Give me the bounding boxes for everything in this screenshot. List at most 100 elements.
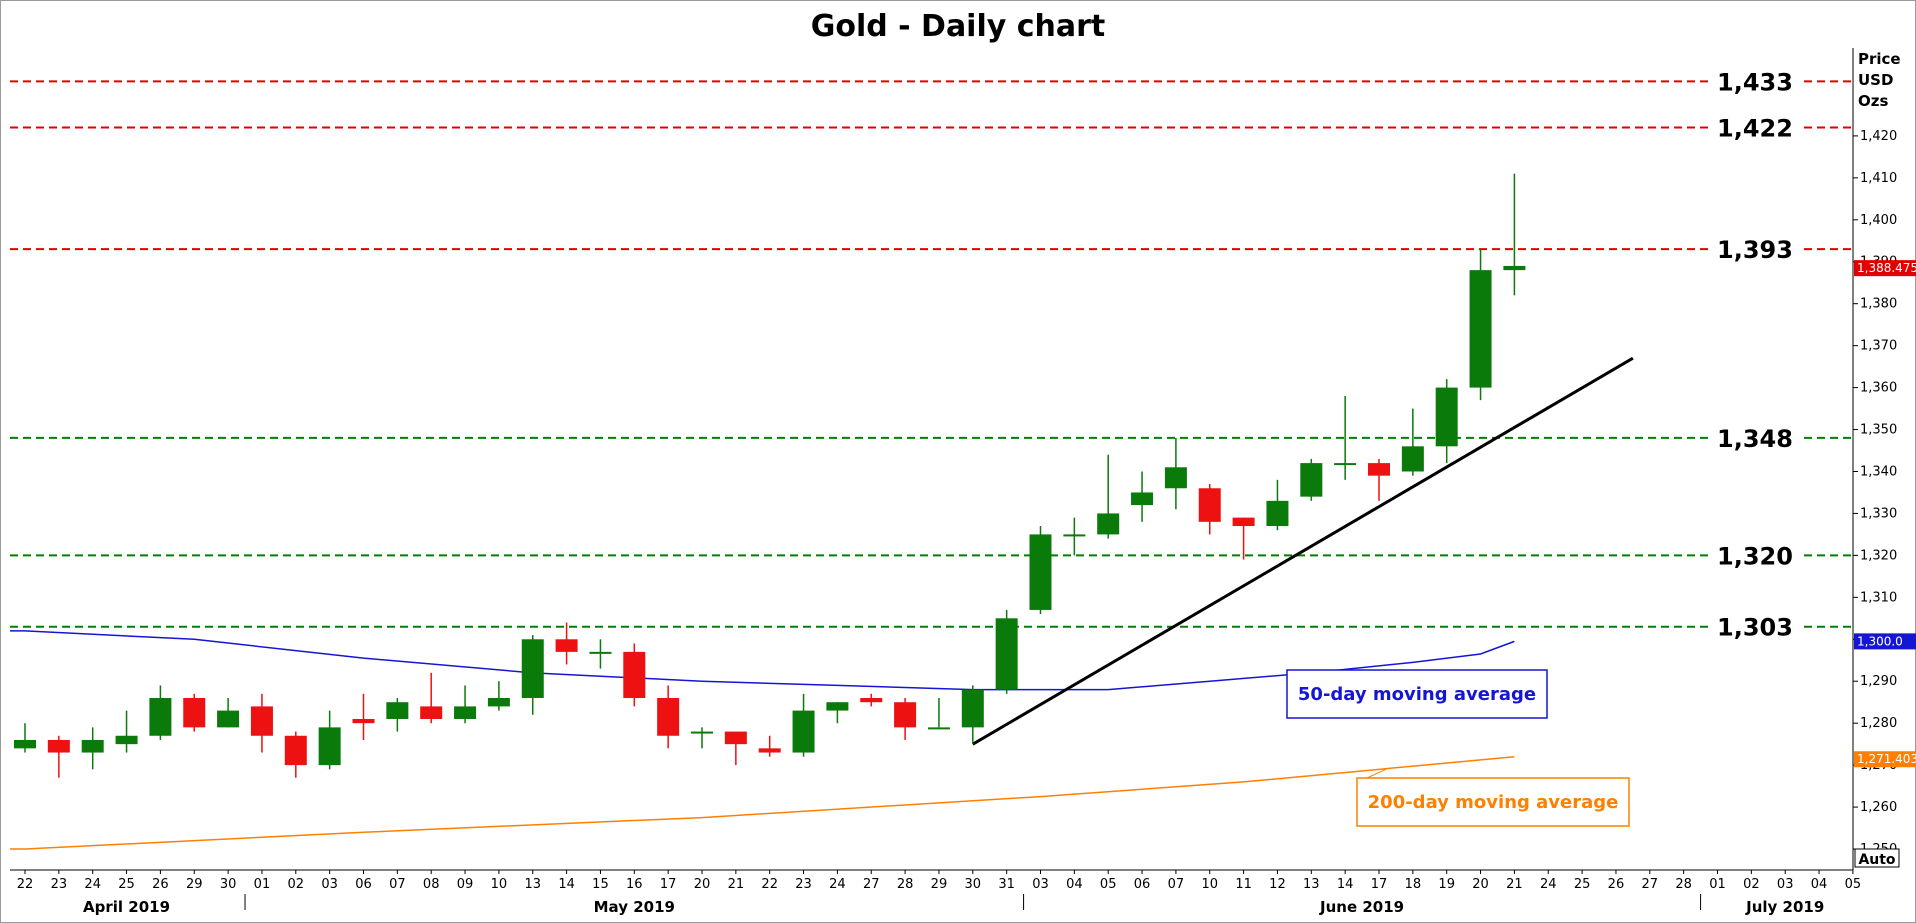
price-tag-bg <box>1854 633 1916 650</box>
candle-body <box>589 651 612 654</box>
x-tick-label: 05 <box>1845 877 1862 892</box>
x-tick-label: 22 <box>761 877 778 892</box>
x-tick-label: 23 <box>795 877 812 892</box>
x-tick-label: 01 <box>1709 877 1726 892</box>
x-tick-label: 17 <box>660 877 677 892</box>
x-tick-label: 28 <box>897 877 914 892</box>
y-tick-label: 1,320 <box>1860 548 1897 563</box>
candle-body <box>1401 446 1424 472</box>
level-label-bg <box>1710 234 1800 265</box>
level-label: 1,348 <box>1717 425 1793 453</box>
y-axis-label: Ozs <box>1858 92 1888 110</box>
candle-body <box>149 698 172 736</box>
candle-body <box>1435 387 1458 447</box>
candle-body <box>487 698 510 707</box>
y-axis-label: USD <box>1858 71 1893 89</box>
candle-body <box>81 739 104 753</box>
candle-body <box>1334 463 1357 466</box>
x-tick-label: 15 <box>592 877 609 892</box>
candle-body <box>1029 534 1052 610</box>
x-tick-label: 28 <box>1675 877 1692 892</box>
candle-body <box>183 698 206 728</box>
price-tag-label: 1,300.0 <box>1857 634 1903 648</box>
price-tags: 1,388.475 1,300.0 1,271.4031 <box>1854 260 1916 768</box>
candle-body <box>758 748 781 753</box>
price-tag-bg <box>1854 260 1916 277</box>
candle-body <box>521 639 544 699</box>
level-label-bg <box>1710 112 1800 143</box>
candle-body <box>115 735 138 745</box>
candle-body <box>14 739 36 749</box>
auto-button-label: Auto <box>1858 852 1895 868</box>
level-label: 1,422 <box>1717 115 1793 143</box>
x-tick-label: 30 <box>220 877 237 892</box>
y-tick-label: 1,360 <box>1860 381 1897 396</box>
candle-body <box>1164 467 1187 489</box>
candlesticks <box>14 173 1526 778</box>
x-tick-label: 29 <box>186 877 203 892</box>
trendline <box>972 356 1634 746</box>
candle-body <box>894 702 917 728</box>
candle-body <box>623 651 646 699</box>
x-tick-label: 25 <box>1574 877 1591 892</box>
y-tick-label: 1,330 <box>1860 506 1897 521</box>
x-tick-label: 24 <box>84 877 101 892</box>
x-tick-label: 07 <box>1168 877 1185 892</box>
candle-body <box>1232 517 1255 527</box>
candle-body <box>657 698 680 736</box>
x-tick-label: 11 <box>1235 877 1252 892</box>
candle-body <box>1198 488 1221 522</box>
candle-body <box>1503 265 1526 271</box>
candle-body <box>927 727 950 730</box>
x-tick-label: 20 <box>1472 877 1489 892</box>
y-tick-label: 1,260 <box>1860 800 1897 815</box>
candle-body <box>555 639 578 652</box>
x-tick-label: 26 <box>152 877 169 892</box>
candle-body <box>420 706 443 719</box>
x-tick-label: 10 <box>1201 877 1218 892</box>
level-label: 1,433 <box>1717 68 1793 96</box>
x-tick-label: 18 <box>1405 877 1422 892</box>
annotation-box <box>1286 669 1548 719</box>
x-tick-label: 04 <box>1066 877 1083 892</box>
level-label: 1,320 <box>1717 542 1793 570</box>
x-tick-label: 17 <box>1371 877 1388 892</box>
candle-body <box>860 698 883 703</box>
x-tick-label: 12 <box>1269 877 1286 892</box>
x-tick-label: 27 <box>863 877 880 892</box>
candle-body <box>792 710 815 753</box>
y-tick-label: 1,290 <box>1860 674 1897 689</box>
x-tick-label: 09 <box>457 877 474 892</box>
candle-body <box>217 710 240 728</box>
annotation-box <box>1356 777 1630 827</box>
x-tick-label: 05 <box>1100 877 1117 892</box>
x-tick-label: 13 <box>1303 877 1320 892</box>
y-tick-label: 1,410 <box>1860 171 1897 186</box>
y-tick-label: 1,280 <box>1860 716 1897 731</box>
month-label: June 2019 <box>1319 898 1404 916</box>
y-tick-label: 1,350 <box>1860 423 1897 438</box>
x-tick-label: 21 <box>728 877 745 892</box>
x-tick-label: 13 <box>524 877 541 892</box>
candle-body <box>454 706 477 719</box>
y-tick-label: 1,420 <box>1860 129 1897 144</box>
x-tick-label: 03 <box>321 877 338 892</box>
candle-body <box>1063 534 1086 537</box>
x-tick-label: 14 <box>558 877 575 892</box>
x-tick-label: 20 <box>694 877 711 892</box>
candle-body <box>1097 513 1120 535</box>
x-tick-label: 01 <box>254 877 271 892</box>
candle-body <box>691 731 713 734</box>
moving-average-line <box>10 755 1515 850</box>
candle-body <box>1368 463 1390 476</box>
candle-body <box>284 735 307 766</box>
level-label: 1,303 <box>1717 614 1793 642</box>
support-resistance-levels: 1,433 1,422 1,393 1,348 1,320 1,303 <box>10 66 1853 642</box>
level-label-bg <box>1710 611 1800 642</box>
x-tick-label: 24 <box>829 877 846 892</box>
auto-scale-button[interactable]: Auto <box>1854 848 1900 868</box>
level-label: 1,393 <box>1717 236 1793 264</box>
candle-body <box>961 689 984 728</box>
x-tick-label: 08 <box>423 877 440 892</box>
